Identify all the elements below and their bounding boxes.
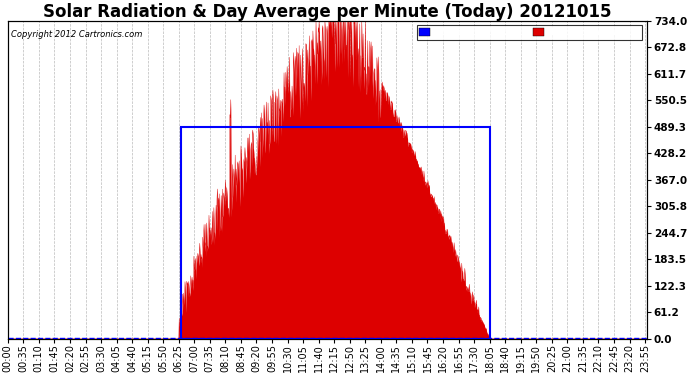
Text: Copyright 2012 Cartronics.com: Copyright 2012 Cartronics.com	[11, 30, 142, 39]
Bar	[181, 128, 490, 339]
Title: Solar Radiation & Day Average per Minute (Today) 20121015: Solar Radiation & Day Average per Minute…	[43, 3, 611, 21]
Legend: Median (W/m2), Radiation (W/m2): Median (W/m2), Radiation (W/m2)	[417, 26, 642, 40]
